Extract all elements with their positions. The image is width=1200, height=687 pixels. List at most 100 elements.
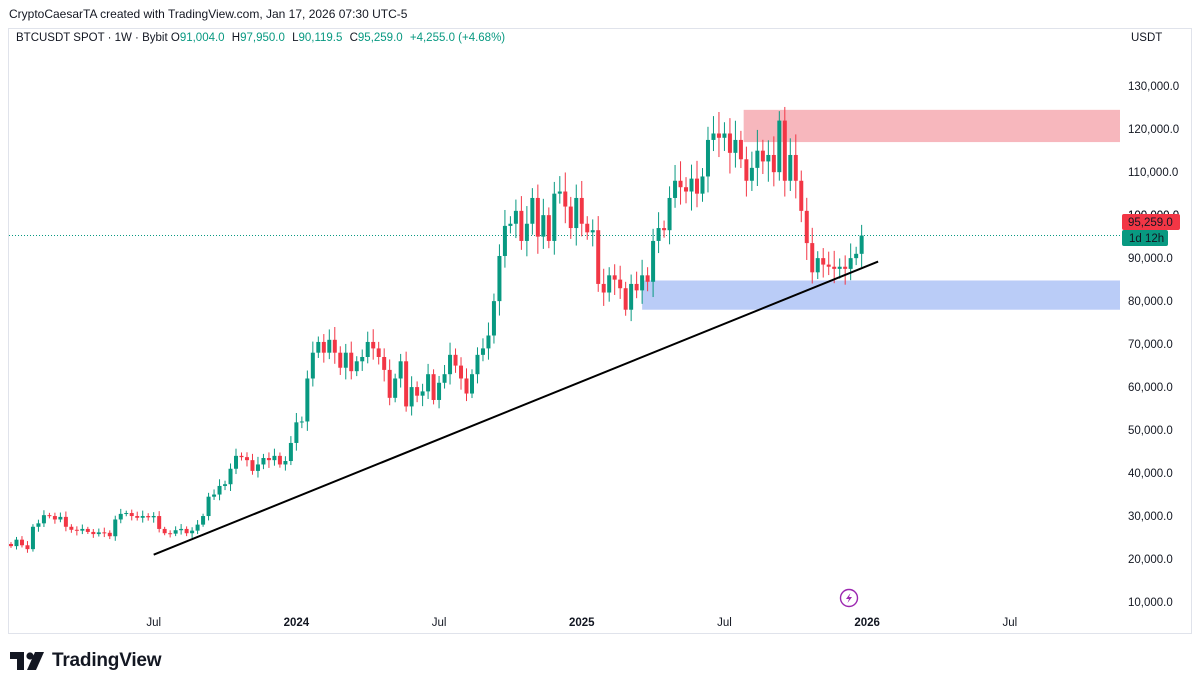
candle	[491, 293, 496, 344]
candle-body	[590, 230, 595, 233]
candle	[705, 126, 710, 193]
candle	[393, 373, 398, 403]
candle-body	[91, 531, 96, 535]
candle-body	[349, 352, 354, 372]
candle	[601, 268, 606, 306]
candle	[310, 341, 315, 387]
candle	[804, 197, 809, 260]
candle	[354, 356, 359, 377]
candle	[788, 138, 793, 191]
candle	[645, 267, 650, 292]
low-value: 90,119.5	[298, 32, 343, 44]
candle	[349, 341, 354, 380]
candle-body	[239, 455, 244, 458]
candle-body	[409, 387, 414, 407]
candle-body	[464, 378, 469, 394]
candle-body	[437, 382, 442, 400]
tradingview-brand[interactable]: TradingView	[10, 650, 162, 672]
candle	[151, 512, 156, 523]
candle-body	[766, 154, 771, 162]
candle-body	[217, 485, 222, 495]
candle	[579, 180, 584, 237]
candle-body	[426, 374, 431, 392]
candle	[689, 164, 694, 211]
candle	[25, 541, 30, 553]
tradingview-logo-icon	[10, 652, 44, 670]
last-price-badge	[1122, 214, 1180, 230]
candle-body	[568, 206, 573, 229]
candle-body	[398, 361, 403, 379]
candle	[590, 219, 595, 247]
countdown-badge	[1122, 230, 1168, 246]
symbol-name[interactable]: BTCUSDT SPOT · 1W · Bybit	[16, 32, 168, 44]
lightning-icon[interactable]	[839, 588, 859, 608]
candle	[162, 526, 167, 536]
candle-body	[272, 455, 277, 461]
candle-body	[733, 139, 738, 153]
candle-body	[195, 524, 200, 531]
candle	[288, 436, 293, 466]
candle	[9, 542, 13, 548]
candle-body	[102, 532, 107, 534]
candle	[859, 224, 864, 268]
candle-body	[640, 275, 645, 291]
candle-body	[777, 120, 782, 173]
candle	[777, 111, 782, 181]
candle	[371, 329, 376, 360]
price-tick-label: 10,000.0	[1128, 597, 1173, 609]
candle	[469, 369, 474, 399]
candle-body	[678, 180, 683, 188]
candle-body	[530, 197, 535, 224]
candle	[129, 509, 134, 521]
candle	[766, 140, 771, 182]
candle	[168, 530, 173, 538]
candle	[843, 255, 848, 285]
candle-body	[552, 193, 557, 241]
time-tick-label: Jul	[717, 617, 732, 629]
candle	[135, 511, 140, 521]
candle-body	[799, 180, 804, 211]
candle	[651, 228, 656, 298]
candle-body	[448, 354, 453, 375]
candle	[206, 492, 211, 521]
candle-body	[261, 458, 266, 465]
candle-body	[305, 378, 310, 422]
candle	[376, 341, 381, 365]
candle-body	[673, 180, 678, 198]
candle-body	[206, 496, 211, 517]
candle	[426, 363, 431, 399]
candle-body	[755, 150, 760, 168]
candle	[261, 453, 266, 470]
candle-body	[695, 178, 699, 194]
candle-body	[52, 516, 57, 520]
candle-body	[404, 361, 409, 407]
candle-body	[519, 210, 524, 241]
currency-label[interactable]: USDT	[1131, 32, 1163, 44]
price-tick-label: 30,000.0	[1128, 511, 1173, 523]
candle	[321, 334, 326, 363]
candle	[574, 184, 579, 246]
candle	[596, 216, 601, 292]
candle-body	[332, 339, 337, 353]
candle-body	[651, 240, 656, 282]
symbol-legend[interactable]: BTCUSDT SPOT · 1W · Bybit O91,004.0 H97,…	[16, 32, 505, 44]
candle	[546, 207, 551, 249]
candle	[716, 112, 721, 158]
candle-body	[129, 513, 134, 517]
candle-body	[684, 187, 689, 192]
candle	[459, 357, 464, 390]
candle-body	[157, 516, 162, 529]
countdown-label: 1d 12h	[1122, 230, 1168, 246]
candle	[305, 370, 310, 431]
candle	[508, 216, 513, 234]
candle-body	[612, 275, 617, 280]
price-labels: 100,000.095,259.01d 12h	[1122, 210, 1180, 246]
candle-body	[387, 369, 392, 398]
candle	[585, 216, 590, 240]
candle-body	[63, 516, 68, 527]
high-value: 97,950.0	[240, 32, 285, 44]
candle	[140, 510, 145, 523]
candle-body	[596, 230, 601, 284]
candle	[722, 122, 727, 151]
